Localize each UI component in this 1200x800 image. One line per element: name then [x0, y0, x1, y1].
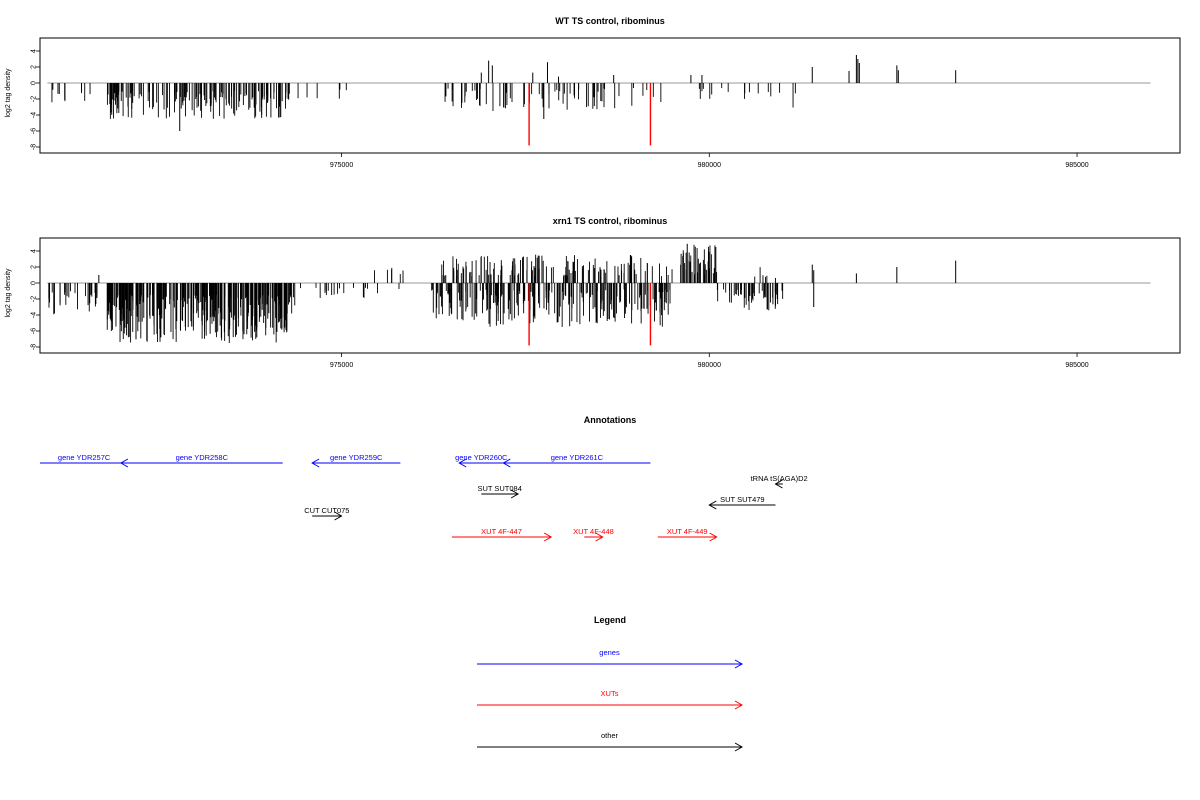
wt-track-y-axis: 4 2 0 -2 -4 -6 -8 — [31, 49, 40, 150]
legend-label: other — [601, 731, 619, 740]
feature-label: XUT 4F-447 — [481, 527, 522, 536]
annotations-title: Annotations — [584, 415, 637, 425]
x-tick-label: 975000 — [330, 362, 353, 369]
wt-track-x-axis: 975000 980000 985000 — [330, 153, 1089, 169]
xrn1-track-ylabel: log2 tag density — [5, 268, 12, 318]
x-tick-label: 975000 — [330, 162, 353, 169]
feature-label: CUT CUT075 — [304, 506, 349, 515]
feature-label: XUT 4F-448 — [573, 527, 614, 536]
y-tick-label: -2 — [31, 296, 38, 302]
legend-arrowhead — [734, 742, 744, 752]
y-tick-label: -4 — [31, 312, 38, 318]
legend-arrowhead — [734, 700, 744, 710]
feature-label: gene YDR258C — [176, 453, 229, 462]
wt-track-frame — [39, 37, 1181, 154]
x-tick-label: 985000 — [1065, 362, 1088, 369]
xrn1-track-panel: xrn1 TS control, ribominus log2 tag dens… — [5, 216, 1181, 369]
y-tick-label: -2 — [31, 96, 38, 102]
feature-arrowhead — [502, 458, 511, 468]
wt-track-panel: WT TS control, ribominus log2 tag densit… — [5, 16, 1181, 169]
y-tick-label: -8 — [31, 144, 38, 150]
legend-title: Legend — [594, 615, 626, 625]
xrn1-track-title: xrn1 TS control, ribominus — [553, 216, 668, 226]
wt-track-bars — [47, 55, 1151, 146]
legend-label: XUTs — [601, 689, 619, 698]
y-tick-label: 4 — [31, 249, 38, 253]
y-tick-label: 4 — [31, 49, 38, 53]
feature-label: gene YDR260C — [455, 453, 508, 462]
y-tick-label: -6 — [31, 128, 38, 134]
legend-items: genes XUTs other — [477, 648, 744, 752]
feature-label: SUT SUT479 — [720, 495, 764, 504]
feature-label: XUT 4F-449 — [667, 527, 708, 536]
annotations-panel: Annotations gene YDR257C gene YDR258C gene… — [40, 415, 808, 542]
feature-arrowhead — [510, 489, 520, 499]
y-tick-label: -8 — [31, 344, 38, 350]
y-tick-label: -4 — [31, 112, 38, 118]
feature-arrowhead — [458, 458, 467, 468]
legend-panel: Legend genes XUTs other — [477, 615, 744, 752]
feature-label: tRNA tS(AGA)D2 — [751, 474, 808, 483]
feature-arrowhead — [334, 511, 343, 521]
x-tick-label: 980000 — [698, 162, 721, 169]
wt-track-ylabel: log2 tag density — [5, 68, 12, 118]
feature-arrowhead — [119, 458, 129, 468]
feature-label: SUT SUT084 — [477, 484, 521, 493]
y-tick-label: 0 — [31, 281, 38, 285]
xrn1-track-frame — [39, 237, 1181, 354]
feature-label: gene YDR259C — [330, 453, 383, 462]
xrn1-track-y-axis: 4 2 0 -2 -4 -6 -8 — [31, 249, 40, 350]
y-tick-label: 0 — [31, 81, 38, 85]
feature-arrowhead — [311, 458, 320, 468]
wt-track-title: WT TS control, ribominus — [555, 16, 665, 26]
y-tick-label: 2 — [31, 265, 38, 269]
xrn1-track-bars — [47, 243, 1151, 346]
x-tick-label: 980000 — [698, 362, 721, 369]
feature-arrowhead — [709, 532, 718, 542]
annotation-features: gene YDR257C gene YDR258C gene YDR259C gene… — [40, 453, 808, 542]
y-tick-label: -6 — [31, 328, 38, 334]
legend-arrowhead — [734, 659, 744, 669]
feature-arrowhead — [543, 532, 553, 542]
feature-arrowhead — [708, 500, 717, 510]
feature-arrowhead — [774, 479, 783, 489]
feature-label: gene YDR257C — [58, 453, 111, 462]
y-tick-label: 2 — [31, 65, 38, 69]
xrn1-track-x-axis: 975000 980000 985000 — [330, 353, 1089, 369]
legend-label: genes — [599, 648, 620, 657]
x-tick-label: 985000 — [1065, 162, 1088, 169]
feature-arrowhead — [595, 532, 604, 542]
feature-label: gene YDR261C — [551, 453, 604, 462]
